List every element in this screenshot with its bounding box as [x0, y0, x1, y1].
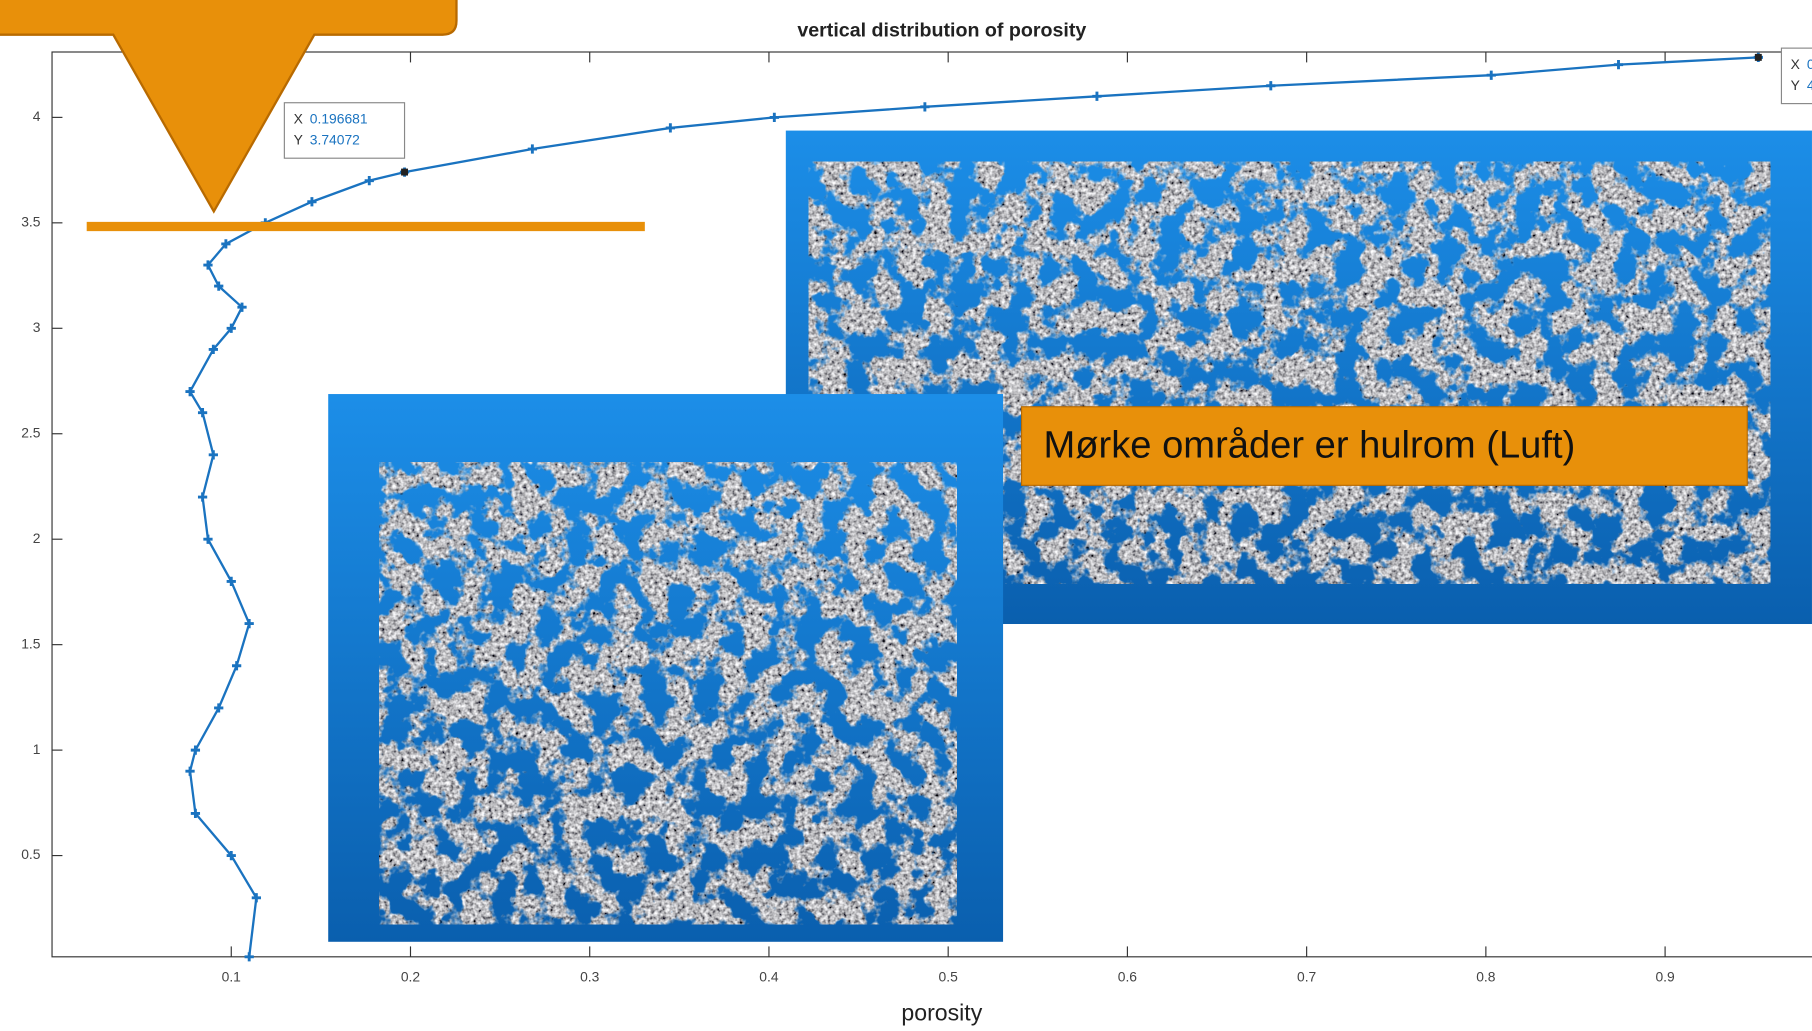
image-bottom-left [328, 394, 1003, 942]
marker [245, 952, 254, 961]
datatip-x-label: X [1791, 56, 1800, 72]
datatip-y-label: Y [1791, 77, 1800, 93]
datatip-x-label: X [294, 111, 303, 127]
marker [1487, 71, 1496, 80]
x-tick-label: 0.3 [580, 968, 600, 984]
marker [920, 102, 929, 111]
x-axis-label: porosity [901, 1000, 982, 1026]
y-tick-label: 0.5 [21, 846, 41, 862]
x-tick-label: 0.4 [759, 968, 779, 984]
y-tick-label: 1 [33, 741, 41, 757]
datatip-x: 0.196681 [310, 111, 368, 127]
y-tick-label: 3.5 [21, 213, 41, 229]
marker [1614, 60, 1623, 69]
marker [1266, 81, 1275, 90]
x-tick-label: 0.2 [401, 968, 421, 984]
marker [227, 577, 236, 586]
y-tick-label: 4 [33, 108, 41, 124]
marker [365, 176, 374, 185]
x-tick-label: 0.6 [1118, 968, 1138, 984]
marker [770, 113, 779, 122]
y-tick-label: 2 [33, 530, 41, 546]
chart: vertical distribution of porosity porosi… [0, 0, 1812, 1031]
datatip-anchor [401, 169, 408, 176]
marker [209, 450, 218, 459]
datatip-x: 0.952018 [1807, 56, 1812, 72]
marker [185, 767, 194, 776]
x-tick-label: 0.5 [939, 968, 959, 984]
datatip-y-label: Y [294, 132, 303, 148]
marker [245, 619, 254, 628]
datatip-y: 4.28453 [1807, 77, 1812, 93]
marker [203, 535, 212, 544]
x-tick-label: 0.7 [1297, 968, 1317, 984]
marker [307, 197, 316, 206]
y-tick-label: 2.5 [21, 424, 41, 440]
page: vertical distribution of porosity porosi… [0, 0, 1812, 1031]
x-tick-label: 0.9 [1655, 968, 1675, 984]
annotation-text: Mørke områder er hulrom (Luft) [1044, 423, 1576, 466]
marker [1092, 92, 1101, 101]
y-tick-label: 3 [33, 319, 41, 335]
marker [666, 123, 675, 132]
marker [191, 745, 200, 754]
datatip-anchor [1755, 54, 1762, 61]
marker [214, 703, 223, 712]
x-tick-label: 0.1 [222, 968, 242, 984]
marker [198, 492, 207, 501]
marker [528, 144, 537, 153]
datatip-y: 3.74072 [310, 132, 360, 148]
marker [232, 661, 241, 670]
chart-title: vertical distribution of porosity [797, 19, 1086, 41]
x-tick-label: 0.8 [1476, 968, 1496, 984]
y-tick-label: 1.5 [21, 635, 41, 651]
